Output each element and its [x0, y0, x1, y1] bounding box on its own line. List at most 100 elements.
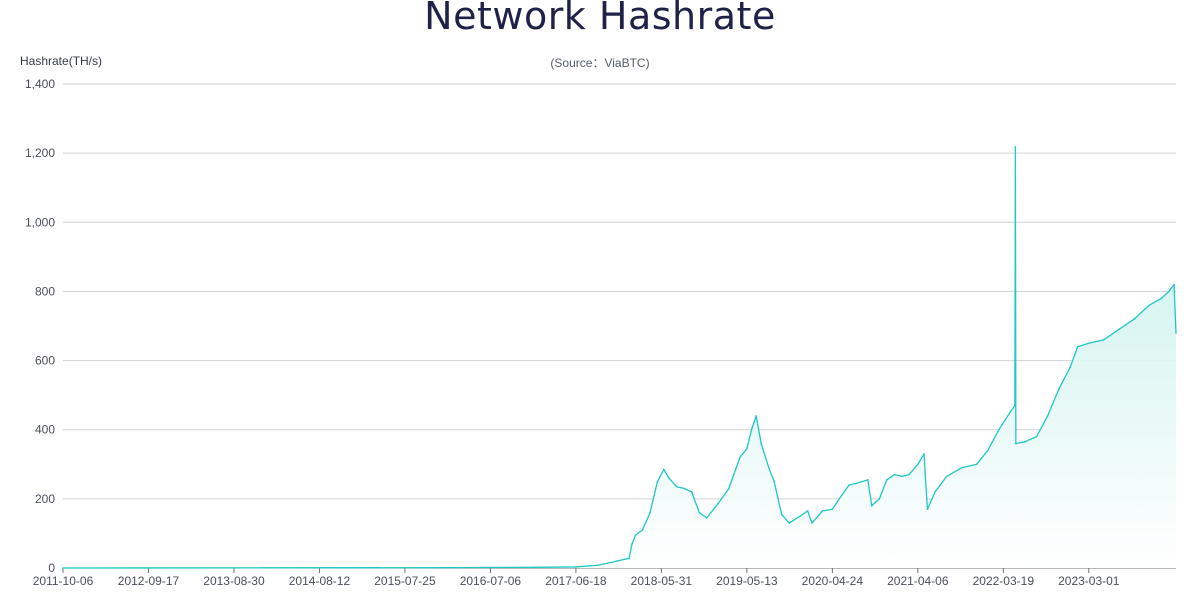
data-point — [1148, 304, 1150, 307]
y-tick-label: 1,000 — [25, 215, 55, 229]
data-point — [1173, 283, 1175, 286]
data-point — [806, 510, 809, 512]
data-point — [641, 529, 644, 531]
y-tick-label: 600 — [35, 354, 55, 368]
x-tick-label: 2018-05-31 — [631, 574, 693, 588]
y-axis-label: Hashrate(TH/s) — [20, 54, 103, 68]
data-point — [716, 503, 719, 505]
data-point — [750, 428, 753, 431]
data-point — [1035, 435, 1038, 438]
data-point — [1160, 297, 1163, 300]
data-point — [1069, 366, 1071, 369]
data-point — [811, 522, 813, 524]
data-point — [1133, 318, 1135, 320]
data-point — [1009, 411, 1011, 414]
data-point — [575, 566, 577, 568]
series-area — [63, 146, 1176, 569]
data-point — [263, 567, 266, 569]
x-tick-label: 2017-06-18 — [545, 574, 607, 588]
data-point — [893, 473, 896, 476]
x-tick-label: 2023-03-01 — [1058, 574, 1120, 588]
data-point — [1087, 342, 1090, 345]
y-tick-label: 1,200 — [25, 146, 55, 160]
data-point — [675, 485, 678, 488]
data-point — [788, 522, 791, 524]
data-point — [760, 442, 762, 445]
data-point — [975, 463, 978, 466]
data-point — [628, 557, 630, 560]
data-point — [597, 564, 599, 567]
data-point — [780, 513, 783, 516]
data-point — [867, 479, 869, 481]
data-point — [755, 415, 758, 417]
y-axis-ticks: 0 200 400 600 800 1,000 1,200 1,400 — [25, 77, 55, 575]
data-point — [840, 494, 843, 497]
data-point — [960, 466, 963, 469]
data-point — [739, 456, 741, 459]
x-tick-label: 2021-04-06 — [887, 574, 949, 588]
x-tick-label: 2015-07-25 — [374, 574, 436, 588]
data-point — [934, 491, 936, 493]
x-tick-label: 2020-04-24 — [802, 574, 864, 588]
data-point — [443, 566, 446, 569]
x-tick-label: 2016-07-06 — [460, 574, 522, 588]
data-point — [885, 479, 888, 481]
x-tick-label: 2013-08-30 — [203, 574, 265, 588]
x-tick-label: 2022-03-19 — [973, 574, 1035, 588]
data-point — [908, 473, 910, 476]
data-point — [870, 504, 873, 507]
data-point — [878, 498, 881, 500]
data-point — [821, 510, 824, 512]
data-point — [634, 534, 637, 536]
data-point — [663, 468, 665, 471]
data-point — [901, 475, 903, 478]
chart-title: Network Hashrate — [424, 0, 776, 38]
data-point — [1024, 441, 1026, 443]
data-point — [1014, 146, 1017, 148]
data-point — [998, 428, 1000, 431]
y-tick-label: 200 — [35, 492, 55, 506]
data-point — [986, 449, 989, 452]
data-point — [728, 487, 730, 490]
data-point — [690, 491, 693, 493]
y-tick-label: 800 — [35, 284, 55, 298]
data-point — [656, 480, 659, 483]
data-point — [945, 475, 948, 478]
data-point — [767, 466, 770, 469]
data-point — [1015, 442, 1017, 445]
data-point — [1175, 332, 1177, 334]
x-tick-label: 2014-08-12 — [289, 574, 351, 588]
data-point — [917, 463, 919, 466]
data-point — [1076, 345, 1079, 348]
data-point — [1058, 387, 1061, 390]
data-point — [1014, 404, 1016, 407]
x-tick-label: 2019-05-13 — [716, 574, 778, 588]
data-point — [705, 517, 708, 519]
data-point — [62, 567, 64, 569]
data-point — [631, 543, 633, 545]
data-point — [1103, 339, 1105, 341]
data-point — [923, 453, 925, 455]
data-point — [831, 508, 834, 511]
y-tick-label: 400 — [35, 423, 55, 437]
data-point — [615, 560, 618, 562]
data-point — [1118, 328, 1120, 331]
x-tick-label: 2012-09-17 — [118, 574, 180, 588]
data-point — [746, 447, 748, 450]
x-axis-ticks: 2011-10-06 2012-09-17 2013-08-30 2014-08-12… — [33, 568, 1120, 588]
grid-lines — [63, 83, 1176, 569]
data-point — [668, 477, 670, 479]
data-point — [533, 566, 536, 569]
data-point — [698, 511, 701, 514]
series-hashrate — [62, 146, 1177, 569]
data-point — [926, 508, 929, 511]
data-point — [773, 480, 776, 483]
data-point — [649, 511, 651, 514]
series-line — [62, 146, 1177, 569]
data-point — [855, 482, 858, 485]
data-point — [799, 515, 801, 517]
y-tick-label: 1,400 — [25, 77, 55, 91]
y-tick-label: 0 — [48, 561, 55, 575]
chart-subtitle: (Source：ViaBTC) — [550, 56, 650, 70]
